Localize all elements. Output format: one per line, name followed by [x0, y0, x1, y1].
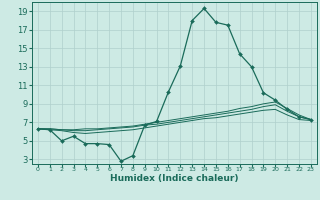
- X-axis label: Humidex (Indice chaleur): Humidex (Indice chaleur): [110, 174, 239, 183]
